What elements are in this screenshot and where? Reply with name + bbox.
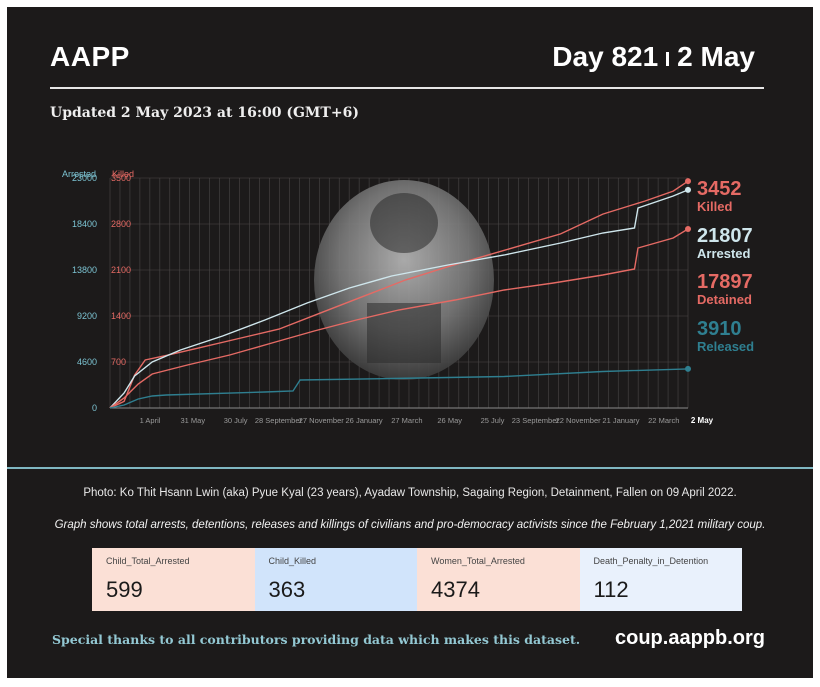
thanks-note: Special thanks to all contributors provi… [52,632,581,647]
series-line-detained [109,228,689,409]
right-axis-ticks: 3500 2800 2100 1400 700 [111,173,131,367]
heading-separator [666,51,670,66]
x-tick-label: 1 April [140,416,161,425]
chart-grid [109,177,689,409]
end-name-killed: Killed [697,199,732,214]
x-tick-label: 31 May [181,416,206,425]
org-title: AAPP [50,41,130,72]
stat-card-women-total-arrested: Women_Total_Arrested 4374 [417,548,580,611]
day-heading: Day 821 2 May [552,41,755,73]
end-value-detained: 17897 [697,271,753,293]
end-value-arrested: 21807 [697,225,753,247]
stat-card-child-killed: Child_Killed 363 [254,548,417,611]
portrait-shirt-shape [367,303,441,363]
stats-row: Child_Total_Arrested 599 Child_Killed 36… [92,548,742,611]
x-tick-label: 27 March [391,416,422,425]
graph-description: Graph shows total arrests, detentions, r… [54,519,766,531]
left-axis-ticks: 23000 18400 13800 9200 4600 0 [72,173,97,413]
left-tick-label: 9200 [77,311,97,321]
left-tick-label: 23000 [72,173,97,183]
end-name-detained: Detained [697,292,752,307]
series-endpoint-detained [685,226,691,233]
right-tick-label: 2100 [111,265,131,275]
stat-card-child-total-arrested: Child_Total_Arrested 599 [92,548,255,611]
left-tick-label: 0 [92,403,97,413]
right-tick-label: 3500 [111,173,131,183]
x-tick-label: 23 September [512,416,560,425]
portrait-cap-shape [370,193,438,253]
end-value-killed: 3452 [697,178,742,200]
series-endpoint-arrested [685,186,691,193]
stat-card-death-penalty: Death_Penalty_in_Detention 112 [579,548,742,611]
stat-value: 112 [593,577,629,602]
left-tick-label: 18400 [72,219,97,229]
left-tick-label: 13800 [72,265,97,275]
date-label: 2 May [677,41,755,72]
photo-credit: Photo: Ko Thit Hsann Lwin (aka) Pyue Kya… [83,487,737,499]
x-tick-label: 26 May [437,416,462,425]
right-tick-label: 1400 [111,311,131,321]
series-layer [109,178,691,409]
end-name-released: Released [697,339,754,354]
stat-value: 599 [106,577,143,602]
x-tick-label: 28 September [255,416,303,425]
right-axis-title: Killed [112,169,134,179]
stat-value: 363 [268,577,306,602]
left-tick-label: 4600 [77,357,97,367]
right-tick-label: 700 [111,357,126,367]
series-line-killed [109,180,689,409]
section-rule [7,467,813,469]
x-tick-label: 25 July [481,416,505,425]
left-axis-title: Arrested [62,169,96,179]
x-tick-label: 30 July [224,416,248,425]
x-tick-label: 21 January [602,416,639,425]
series-endpoint-released [685,365,691,372]
stat-label: Child_Total_Arrested [106,556,190,566]
series-line-arrested [109,189,689,409]
end-name-arrested: Arrested [697,246,751,261]
day-label: Day 821 [552,41,659,72]
stat-label: Death_Penalty_in_Detention [593,556,709,566]
x-tick-label: 22 November [556,416,602,425]
x-end-label: 2 May [691,416,714,425]
series-line-released [109,368,689,409]
end-value-released: 3910 [697,318,742,340]
stat-label: Child_Killed [268,556,317,566]
updated-timestamp: Updated 2 May 2023 at 16:00 (GMT+6) [50,105,359,121]
right-tick-label: 2800 [111,219,131,229]
website-link[interactable]: coup.aappb.org [615,627,765,649]
x-tick-label: 27 November [299,416,345,425]
header-rule [50,87,764,89]
stat-value: 4374 [431,577,480,602]
stat-label: Women_Total_Arrested [431,556,525,566]
x-tick-label: 22 March [648,416,679,425]
infographic-frame: AAPP Day 821 2 May Updated 2 May 2023 at … [7,7,813,678]
line-chart: Arrested Killed 23000 18400 13800 9200 4600 0… [62,169,754,425]
series-endpoint-killed [685,178,691,185]
x-tick-label: 26 January [346,416,383,425]
